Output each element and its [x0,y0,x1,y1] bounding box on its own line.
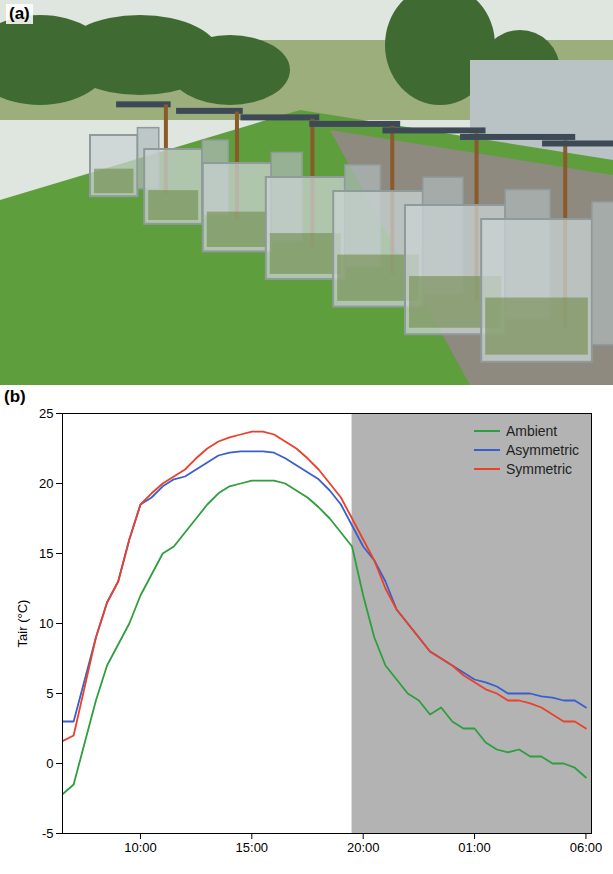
svg-text:20:00: 20:00 [347,840,380,855]
svg-text:Tair (°C): Tair (°C) [15,600,30,648]
svg-text:15: 15 [39,546,53,561]
html-text:Asymmetric: Asymmetric [505,441,579,458]
html-text:(b): (b) [4,387,26,406]
svg-text:25: 25 [39,406,53,421]
svg-text:-5: -5 [42,826,54,841]
svg-text:5: 5 [46,686,53,701]
svg-text:10:00: 10:00 [124,840,157,855]
html-text:(a): (a) [9,4,30,23]
html-text:Symmetric: Symmetric [505,460,572,477]
svg-text:15:00: 15:00 [236,840,269,855]
svg-text:0: 0 [46,756,53,771]
html-text:Ambient: Ambient [505,422,558,439]
svg-text:10: 10 [39,616,53,631]
svg-text:06:00: 06:00 [570,840,603,855]
svg-text:20: 20 [39,476,53,491]
svg-text:01:00: 01:00 [458,840,491,855]
